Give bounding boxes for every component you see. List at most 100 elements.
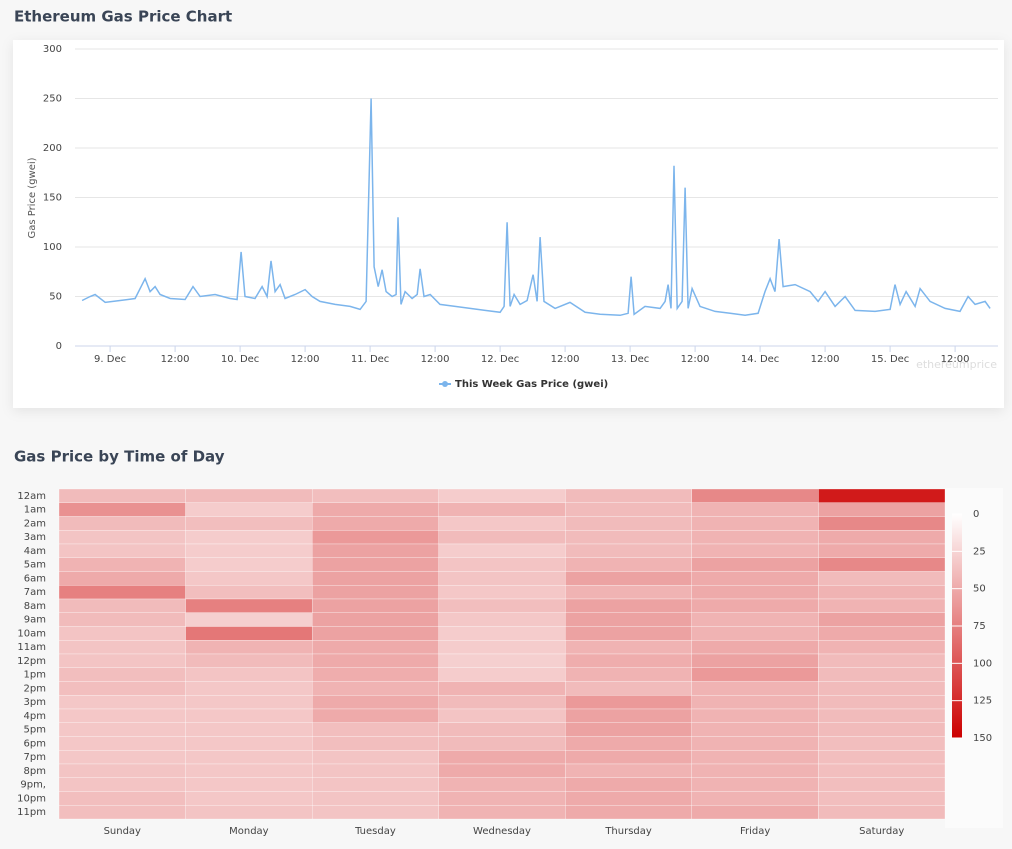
column-label: Tuesday <box>354 826 396 837</box>
heat-cell <box>185 667 313 682</box>
y-tick-label: 250 <box>43 94 62 105</box>
y-tick-label: 150 <box>43 193 62 204</box>
x-tick-label: 12:00 <box>551 354 580 365</box>
chart-title: Gas Price by Time of Day <box>14 448 225 466</box>
heat-cell <box>311 598 439 613</box>
row-label: 8pm <box>24 766 46 777</box>
heat-cell <box>311 695 439 710</box>
x-tick-label: 12:00 <box>291 354 320 365</box>
heat-cell <box>438 736 566 751</box>
heat-cell <box>185 598 313 613</box>
heat-cell <box>311 571 439 586</box>
heat-cell <box>58 763 186 778</box>
heat-cell <box>691 736 819 751</box>
x-tick-label: 12:00 <box>421 354 450 365</box>
heat-cell <box>691 763 819 778</box>
heat-cell <box>565 736 693 751</box>
row-label: 2am <box>24 518 46 529</box>
heat-cell <box>58 791 186 806</box>
heat-cell <box>691 571 819 586</box>
heat-cell <box>818 750 946 765</box>
column-label: Friday <box>740 826 770 837</box>
heat-cell <box>565 722 693 737</box>
heat-cell <box>438 667 566 682</box>
heat-cell <box>311 722 439 737</box>
heat-cell <box>58 667 186 682</box>
heat-cell <box>58 516 186 531</box>
heat-cell <box>185 543 313 558</box>
heat-cell <box>311 777 439 792</box>
x-tick-label: 11. Dec <box>351 354 389 365</box>
heat-cell <box>691 640 819 655</box>
row-label: 5am <box>24 560 46 571</box>
heat-cell <box>311 502 439 517</box>
heat-cell <box>438 585 566 600</box>
heat-cell <box>818 502 946 517</box>
heat-cell <box>438 626 566 641</box>
x-tick-label: 15. Dec <box>871 354 909 365</box>
heat-cell <box>818 626 946 641</box>
row-label: 10am <box>17 628 46 639</box>
heat-cell <box>691 805 819 820</box>
row-label: 6am <box>24 573 46 584</box>
heat-cell <box>185 516 313 531</box>
heat-cell <box>185 681 313 696</box>
heat-cell <box>691 777 819 792</box>
color-tick-label: 0 <box>973 509 979 520</box>
x-tick-label: 12:00 <box>161 354 190 365</box>
heat-cell <box>58 750 186 765</box>
heat-cell <box>438 722 566 737</box>
heat-cell <box>565 763 693 778</box>
heat-cell <box>691 667 819 682</box>
heat-cell <box>565 598 693 613</box>
column-label: Sunday <box>104 826 141 837</box>
heat-cell <box>185 708 313 723</box>
heat-cell <box>818 708 946 723</box>
heat-cell <box>565 626 693 641</box>
heat-cell <box>565 557 693 572</box>
x-tick-label: 9. Dec <box>94 354 126 365</box>
heat-cell <box>185 722 313 737</box>
color-tick-label: 100 <box>973 658 992 669</box>
heat-cell <box>818 585 946 600</box>
row-label: 4pm <box>24 711 46 722</box>
heat-cell <box>438 695 566 710</box>
heat-cell <box>438 502 566 517</box>
y-tick-label: 300 <box>43 44 62 55</box>
heat-cell <box>438 708 566 723</box>
heat-cell <box>438 530 566 545</box>
heat-cell <box>58 612 186 627</box>
heat-cell <box>185 571 313 586</box>
row-label: 5pm <box>24 725 46 736</box>
heat-cell <box>818 736 946 751</box>
heat-cell <box>565 791 693 806</box>
heat-cell <box>691 516 819 531</box>
heat-cell <box>185 695 313 710</box>
heat-cell <box>691 708 819 723</box>
heat-cell <box>185 791 313 806</box>
heat-cell <box>58 598 186 613</box>
row-label: 1pm <box>24 670 46 681</box>
heat-cell <box>311 681 439 696</box>
color-tick-label: 50 <box>973 584 986 595</box>
row-label: 12am <box>17 491 46 502</box>
heat-cell <box>438 805 566 820</box>
heat-cell <box>58 695 186 710</box>
row-label: 8am <box>24 601 46 612</box>
y-tick-label: 50 <box>49 292 62 303</box>
heat-cell <box>818 640 946 655</box>
heat-cell <box>691 681 819 696</box>
heat-cell <box>818 557 946 572</box>
heat-cell <box>58 708 186 723</box>
heat-cell <box>691 543 819 558</box>
heat-cell <box>818 516 946 531</box>
heat-cell <box>311 708 439 723</box>
color-tick-label: 75 <box>973 621 986 632</box>
heat-cell <box>438 750 566 765</box>
heat-cell <box>818 763 946 778</box>
x-tick-label: 13. Dec <box>611 354 649 365</box>
heat-cell <box>311 805 439 820</box>
row-label: 9pm, <box>20 780 46 791</box>
heat-cell <box>58 502 186 517</box>
